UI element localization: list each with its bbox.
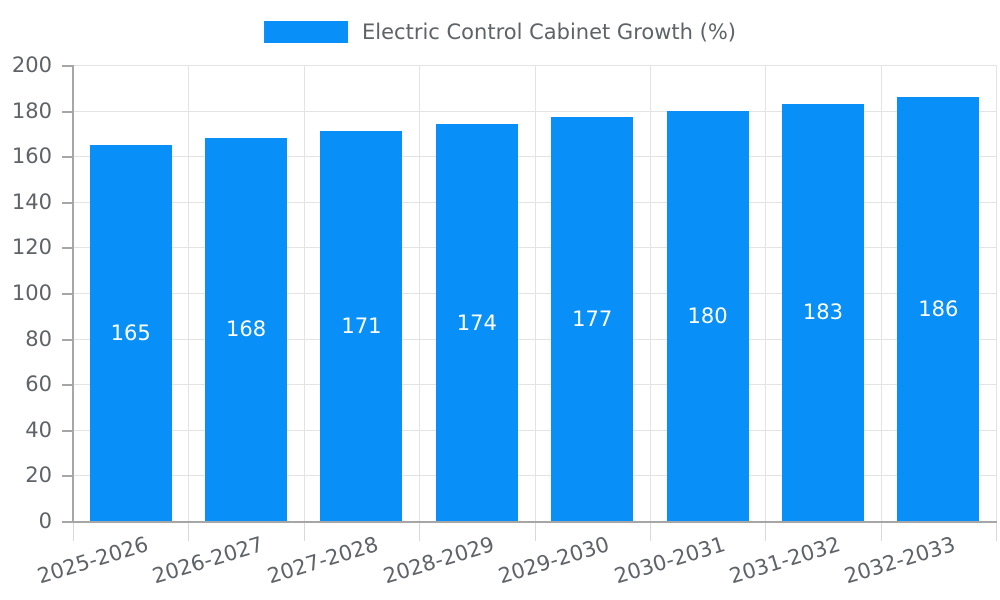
- bar: [89, 144, 172, 521]
- bar-value-label: 168: [226, 317, 267, 342]
- x-axis-tick: [649, 523, 651, 541]
- x-axis-line: [72, 521, 997, 523]
- x-axis-label: 2027-2028: [264, 532, 382, 589]
- x-axis-tick: [419, 523, 421, 541]
- gridline-vertical: [303, 65, 305, 521]
- bar: [781, 103, 864, 521]
- gridline-vertical: [996, 65, 997, 521]
- bar-value-label: 183: [802, 300, 843, 325]
- y-axis-tick: [62, 156, 72, 159]
- x-axis-label: 2030-2031: [611, 532, 728, 589]
- x-axis-label: 2026-2027: [149, 532, 267, 589]
- bar-value-label: 180: [687, 303, 728, 328]
- x-axis-tick: [996, 523, 997, 541]
- y-axis-tick-label: 60: [25, 372, 52, 397]
- bar: [666, 110, 749, 521]
- x-axis-label: 2028-2029: [380, 532, 497, 589]
- y-axis-tick: [62, 247, 72, 250]
- y-axis-tick: [62, 338, 72, 341]
- x-axis-tick: [534, 523, 536, 541]
- bar-value-label: 177: [572, 307, 613, 332]
- bar-value-label: 174: [456, 310, 497, 335]
- legend-swatch: [264, 21, 349, 43]
- y-axis-tick: [62, 293, 72, 295]
- x-axis-tick: [880, 523, 882, 541]
- gridline-vertical: [649, 65, 651, 521]
- bar-value-label: 186: [918, 296, 959, 321]
- y-axis-tick-label: 20: [25, 463, 52, 488]
- y-axis-tick-label: 140: [11, 189, 52, 214]
- x-axis-tick: [765, 523, 767, 541]
- bar: [551, 117, 634, 521]
- y-axis-tick: [62, 429, 72, 432]
- gridline-vertical: [765, 65, 767, 521]
- y-axis-line: [72, 65, 74, 523]
- x-axis-tick: [73, 523, 74, 541]
- y-axis-tick-label: 120: [11, 235, 52, 260]
- x-axis-label: 2031-2032: [726, 532, 843, 589]
- y-axis-tick: [62, 201, 72, 204]
- bar: [320, 131, 403, 521]
- legend-item[interactable]: Electric Control Cabinet Growth (%): [264, 20, 736, 44]
- x-axis-tick: [303, 523, 305, 541]
- y-axis-tick-label: 80: [25, 326, 52, 351]
- x-axis-label: 2032-2033: [841, 532, 959, 589]
- y-axis-tick: [62, 65, 72, 67]
- y-axis-tick-label: 40: [25, 417, 52, 442]
- y-axis-tick-label: 200: [11, 53, 52, 77]
- legend-label: Electric Control Cabinet Growth (%): [362, 20, 736, 44]
- x-axis-tick: [188, 523, 190, 541]
- y-axis-tick-label: 0: [38, 509, 52, 533]
- gridline-vertical: [534, 65, 536, 521]
- x-axis-label: 2025-2026: [34, 532, 151, 589]
- y-axis-tick-label: 160: [11, 144, 52, 169]
- gridline-vertical: [188, 65, 190, 521]
- y-axis-tick: [62, 475, 72, 478]
- x-axis-label: 2029-2030: [495, 532, 613, 589]
- gridline-vertical: [419, 65, 421, 521]
- y-axis-tick: [62, 110, 72, 113]
- y-axis-tick-label: 100: [11, 281, 52, 305]
- y-axis-tick: [62, 384, 72, 387]
- y-axis-tick: [62, 521, 72, 523]
- gridline-vertical: [880, 65, 882, 521]
- bar: [897, 96, 980, 521]
- y-axis-tick-label: 180: [11, 98, 52, 123]
- bar: [205, 137, 288, 521]
- bar-value-label: 171: [341, 314, 382, 339]
- bar: [435, 124, 518, 521]
- bar-value-label: 165: [110, 320, 151, 345]
